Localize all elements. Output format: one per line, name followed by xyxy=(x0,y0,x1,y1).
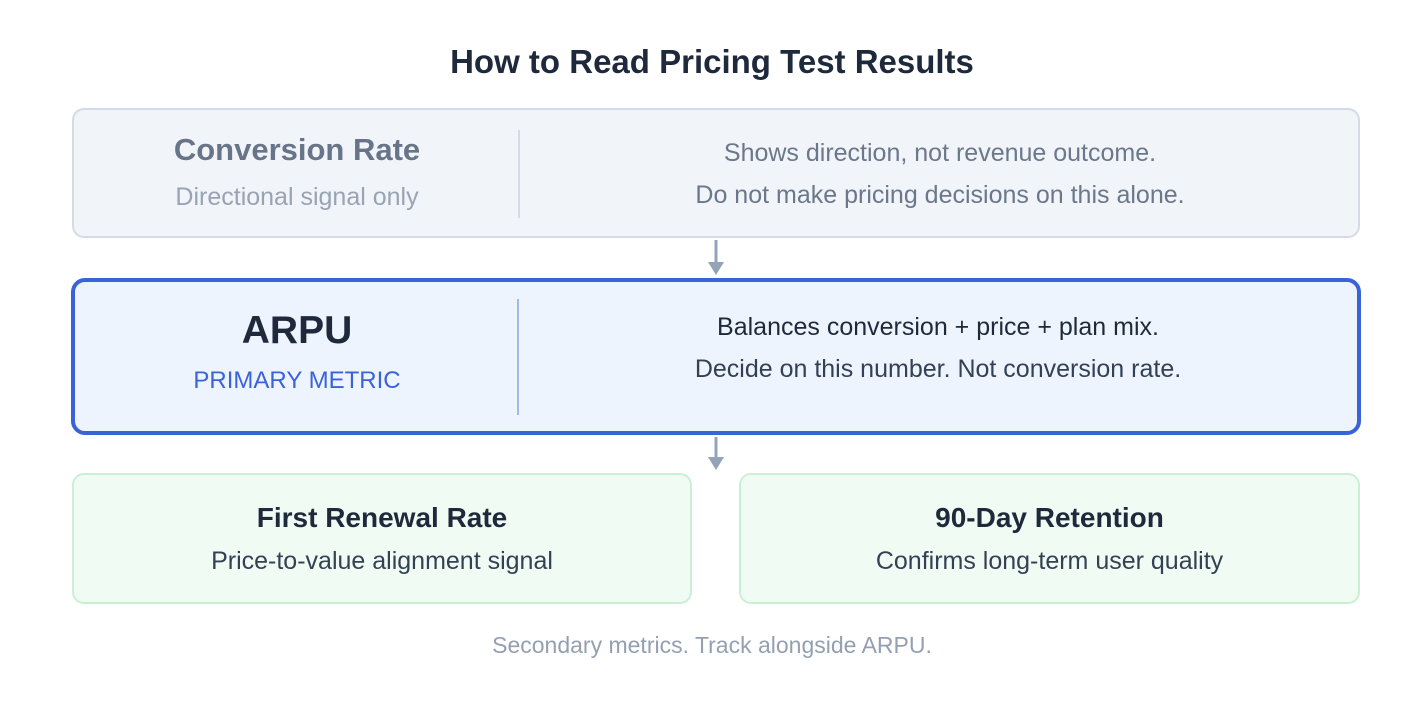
arrow-down-icon xyxy=(708,240,724,275)
arpu-card: ARPU PRIMARY METRIC Balances conversion … xyxy=(71,278,1361,435)
retention-90-day-name: 90-Day Retention xyxy=(935,502,1164,533)
footnote: Secondary metrics. Track alongside ARPU. xyxy=(492,632,932,658)
arpu-subtitle: PRIMARY METRIC xyxy=(193,367,401,394)
first-renewal-rate-name: First Renewal Rate xyxy=(256,502,508,533)
first-renewal-rate-description: Price-to-value alignment signal xyxy=(211,547,553,575)
arpu-divider xyxy=(517,299,519,415)
conversion-rate-card: Conversion Rate Directional signal only … xyxy=(72,108,1360,238)
conversion-rate-line-1: Shows direction, not revenue outcome. xyxy=(723,139,1157,167)
conversion-rate-name: Conversion Rate xyxy=(173,132,421,167)
conversion-rate-line-2: Do not make pricing decisions on this al… xyxy=(695,181,1185,209)
arpu-line-1: Balances conversion + price + plan mix. xyxy=(717,313,1159,341)
retention-90-day-description: Confirms long-term user quality xyxy=(875,547,1224,575)
first-renewal-rate-card: First Renewal Rate Price-to-value alignm… xyxy=(72,473,692,604)
diagram-title: How to Read Pricing Test Results xyxy=(450,43,974,80)
retention-90-day-card: 90-Day Retention Confirms long-term user… xyxy=(739,473,1360,604)
arpu-name: ARPU xyxy=(241,309,353,352)
arrow-down-icon xyxy=(708,437,724,470)
conversion-rate-subtitle: Directional signal only xyxy=(175,183,419,211)
conversion-rate-divider xyxy=(518,130,520,218)
arpu-line-2: Decide on this number. Not conversion ra… xyxy=(694,355,1182,383)
